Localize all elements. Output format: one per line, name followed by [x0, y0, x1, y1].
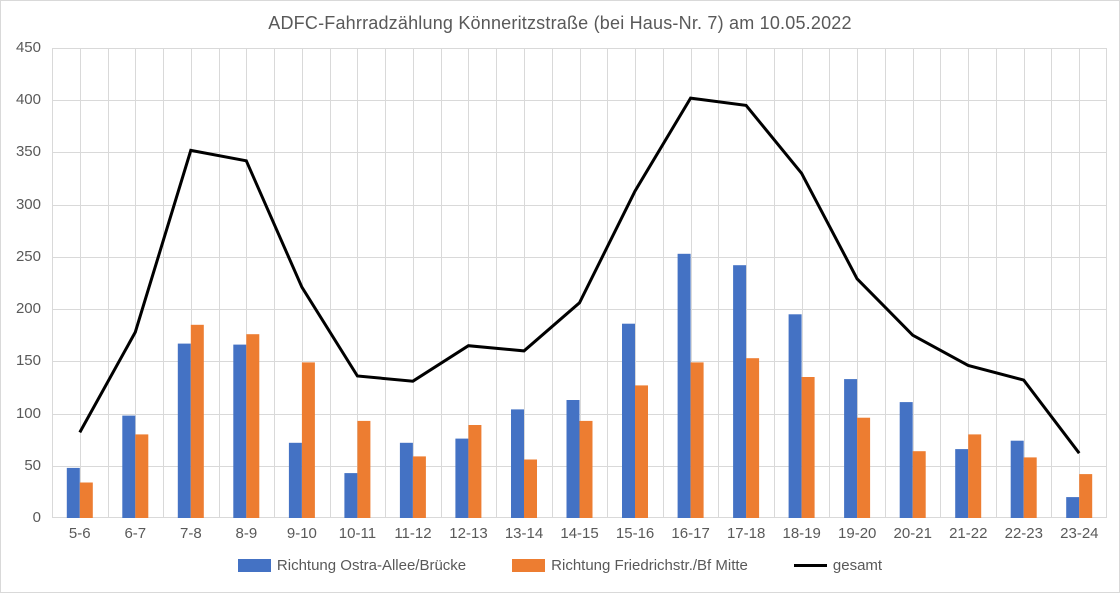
x-tick-10-11: 10-11 [338, 525, 377, 542]
y-tick-250: 250 [15, 247, 41, 265]
bar-series0-5-6 [66, 467, 80, 518]
bar-series0-15-16 [622, 323, 635, 518]
y-tick-50: 50 [24, 456, 41, 474]
x-tick-13-14: 13-14 [504, 525, 544, 542]
x-tick-7-8: 7-8 [179, 525, 202, 542]
bar-series1-14-15 [579, 420, 593, 518]
x-tick-11-12: 11-12 [394, 525, 432, 542]
y-tick-0: 0 [32, 509, 41, 526]
y-tick-100: 100 [15, 404, 41, 422]
bar-series0-20-21 [899, 402, 913, 518]
bar-series1-10-11 [357, 420, 371, 518]
legend-item-ostra-allee: Richtung Ostra-Allee/Brücke [237, 557, 467, 574]
legend-label-ostra-allee: Richtung Ostra-Allee/Brücke [276, 557, 467, 574]
y-tick-450: 450 [15, 39, 41, 56]
bar-series1-18-19 [801, 377, 815, 518]
bar-series0-6-7 [122, 415, 136, 518]
y-tick-400: 400 [15, 91, 41, 109]
x-tick-8-9: 8-9 [235, 525, 258, 542]
bar-series0-13-14 [511, 409, 524, 518]
legend-label-friedrichstr: Richtung Friedrichstr./Bf Mitte [551, 557, 748, 574]
bar-series1-7-8 [190, 324, 204, 518]
x-tick-12-13: 12-13 [449, 525, 488, 542]
legend-swatch-blue-icon [237, 559, 271, 572]
bar-series0-9-10 [288, 442, 302, 518]
y-tick-150: 150 [15, 352, 41, 370]
x-tick-14-15: 14-15 [560, 525, 599, 542]
chart-canvas [52, 48, 1107, 518]
bar-series0-17-18 [733, 265, 747, 518]
bar-series0-10-11 [344, 473, 358, 518]
bar-series1-19-20 [857, 417, 871, 518]
x-tick-6-7: 6-7 [124, 525, 147, 542]
x-tick-20-21: 20-21 [893, 525, 932, 542]
x-tick-16-17: 16-17 [671, 525, 710, 542]
x-tick-23-24: 23-24 [1060, 525, 1099, 542]
x-tick-5-6: 5-6 [68, 525, 91, 542]
x-tick-15-16: 15-16 [615, 525, 655, 542]
bar-series0-14-15 [566, 400, 580, 518]
x-tick-18-19: 18-19 [782, 525, 821, 542]
x-tick-19-20: 19-20 [838, 525, 877, 542]
y-tick-350: 350 [15, 143, 41, 161]
bar-series1-13-14 [524, 459, 537, 518]
bar-series1-21-22 [968, 434, 982, 518]
bar-series1-17-18 [746, 358, 760, 518]
bar-series1-8-9 [246, 334, 260, 518]
bar-series1-23-24 [1079, 474, 1093, 518]
x-tick-17-18: 17-18 [726, 525, 766, 542]
plot-area [52, 48, 1107, 518]
bar-series0-19-20 [844, 379, 858, 518]
bar-series0-8-9 [233, 344, 247, 518]
bar-series0-7-8 [177, 343, 191, 518]
y-tick-200: 200 [15, 300, 41, 318]
bar-series1-6-7 [135, 434, 149, 518]
x-axis-tick-labels: 5-6 6-7 7-8 8-9 9-10 10-11 11-12 12-13 13-14 14-1… [52, 525, 1107, 542]
x-tick-22-23: 22-23 [1004, 525, 1043, 542]
x-tick-21-22: 21-22 [949, 525, 988, 542]
x-tick-9-10: 9-10 [286, 525, 317, 542]
bar-series0-18-19 [788, 314, 802, 518]
bar-series0-22-23 [1010, 440, 1024, 518]
bar-series1-11-12 [412, 456, 426, 518]
legend-item-gesamt: gesamt [793, 557, 883, 574]
bar-series1-5-6 [79, 482, 93, 518]
legend-swatch-orange-icon [512, 559, 546, 572]
bar-series0-16-17 [677, 253, 691, 518]
bar-series0-23-24 [1066, 497, 1080, 518]
bar-series0-21-22 [955, 449, 969, 518]
bar-series1-9-10 [301, 362, 315, 518]
bar-series1-22-23 [1023, 457, 1037, 518]
legend-swatch-line-icon [793, 564, 827, 567]
legend-label-gesamt: gesamt [832, 557, 883, 574]
bar-series1-15-16 [635, 385, 648, 518]
bar-series1-20-21 [912, 451, 926, 518]
legend-item-friedrichstr: Richtung Friedrichstr./Bf Mitte [512, 557, 748, 574]
chart-title: ADFC-Fahrradzählung Könneritzstraße (bei… [268, 13, 852, 33]
bar-series0-11-12 [399, 442, 413, 518]
bar-series1-12-13 [468, 425, 482, 518]
bar-series1-16-17 [690, 362, 704, 518]
gesamt-line [78, 96, 1081, 455]
legend: Richtung Ostra-Allee/Brücke Richtung Fri… [1, 557, 1119, 574]
y-tick-300: 300 [15, 195, 41, 213]
bar-series0-12-13 [455, 438, 469, 518]
